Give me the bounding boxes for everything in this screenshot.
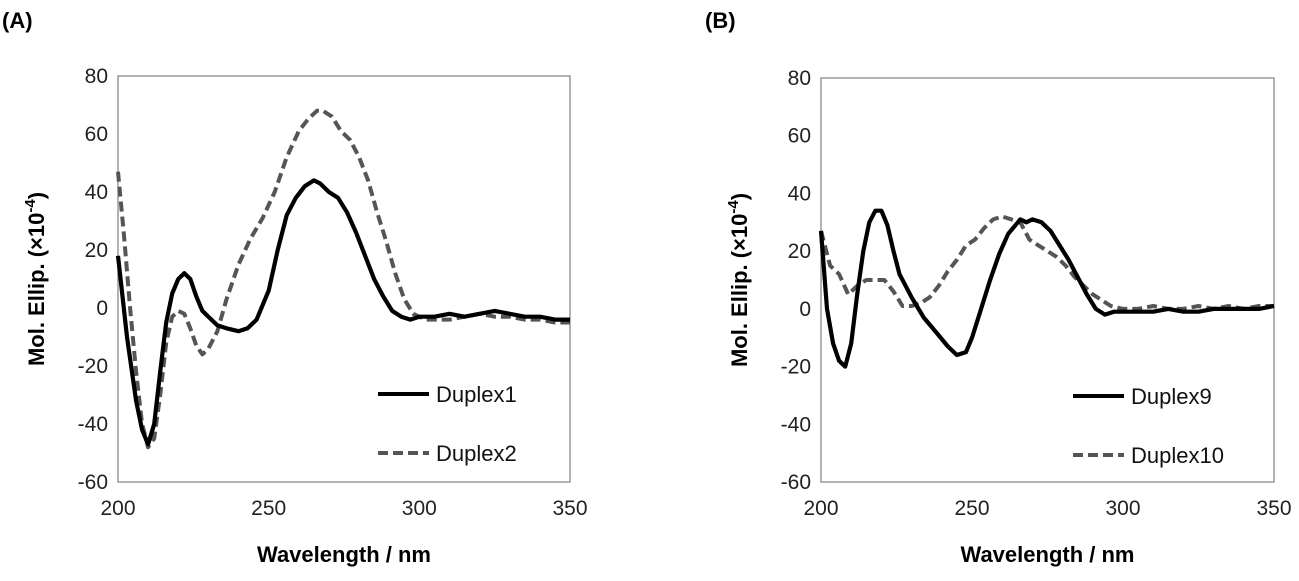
legend-label-duplex1: Duplex1 xyxy=(436,382,517,407)
x-tick-label: 350 xyxy=(1256,497,1291,520)
y-axis-label-close: ) xyxy=(727,193,752,200)
y-tick-label: 80 xyxy=(788,67,811,90)
x-tick-label: 300 xyxy=(1105,497,1140,520)
y-tick-label: -40 xyxy=(78,413,108,436)
y-tick-label: 40 xyxy=(85,181,108,204)
x-axis-label: Wavelength / nm xyxy=(257,542,431,567)
y-tick-label: 60 xyxy=(85,123,108,146)
x-axis-label: Wavelength / nm xyxy=(961,542,1135,567)
y-tick-label: 0 xyxy=(799,298,811,321)
y-tick-label: -40 xyxy=(781,413,811,436)
y-tick-label: 60 xyxy=(788,125,811,148)
series-line-duplex2 xyxy=(116,108,570,450)
legend-label-duplex10: Duplex10 xyxy=(1131,443,1224,468)
x-tick-label: 200 xyxy=(803,497,838,520)
x-tick-label: 350 xyxy=(552,497,587,520)
y-tick-label: -20 xyxy=(78,355,108,378)
y-tick-label: 20 xyxy=(788,240,811,263)
x-tick-label: 250 xyxy=(954,497,989,520)
y-tick-label: 40 xyxy=(788,182,811,205)
y-tick-label: -20 xyxy=(781,356,811,379)
y-axis-label: Mol. Ellip. (×10-4) xyxy=(22,192,49,366)
series-line-duplex1 xyxy=(115,178,570,447)
y-tick-label: 20 xyxy=(85,239,108,262)
x-tick-label: 200 xyxy=(100,497,135,520)
x-tick-label: 250 xyxy=(251,497,286,520)
y-tick-label: -60 xyxy=(781,471,811,494)
series-line-duplex9 xyxy=(818,208,1275,369)
y-axis-label-close: ) xyxy=(24,192,49,199)
y-axis-label-exponent: -4 xyxy=(22,199,39,213)
panel-label: (B) xyxy=(705,8,736,33)
plot-frame xyxy=(117,75,571,483)
y-axis-label-main: Mol. Ellip. (×10 xyxy=(727,214,752,367)
y-tick-label: -60 xyxy=(78,471,108,494)
y-axis-label: Mol. Ellip. (×10-4) xyxy=(725,193,752,367)
x-tick-label: 300 xyxy=(402,497,437,520)
legend-label-duplex9: Duplex9 xyxy=(1131,384,1212,409)
legend-label-duplex2: Duplex2 xyxy=(436,441,517,466)
y-tick-label: 0 xyxy=(96,297,108,320)
panel-label: (A) xyxy=(2,8,33,33)
plot-frame xyxy=(820,77,1275,483)
y-axis-label-exponent: -4 xyxy=(725,200,742,214)
y-axis-label-main: Mol. Ellip. (×10 xyxy=(24,213,49,366)
y-tick-label: 80 xyxy=(85,65,108,88)
